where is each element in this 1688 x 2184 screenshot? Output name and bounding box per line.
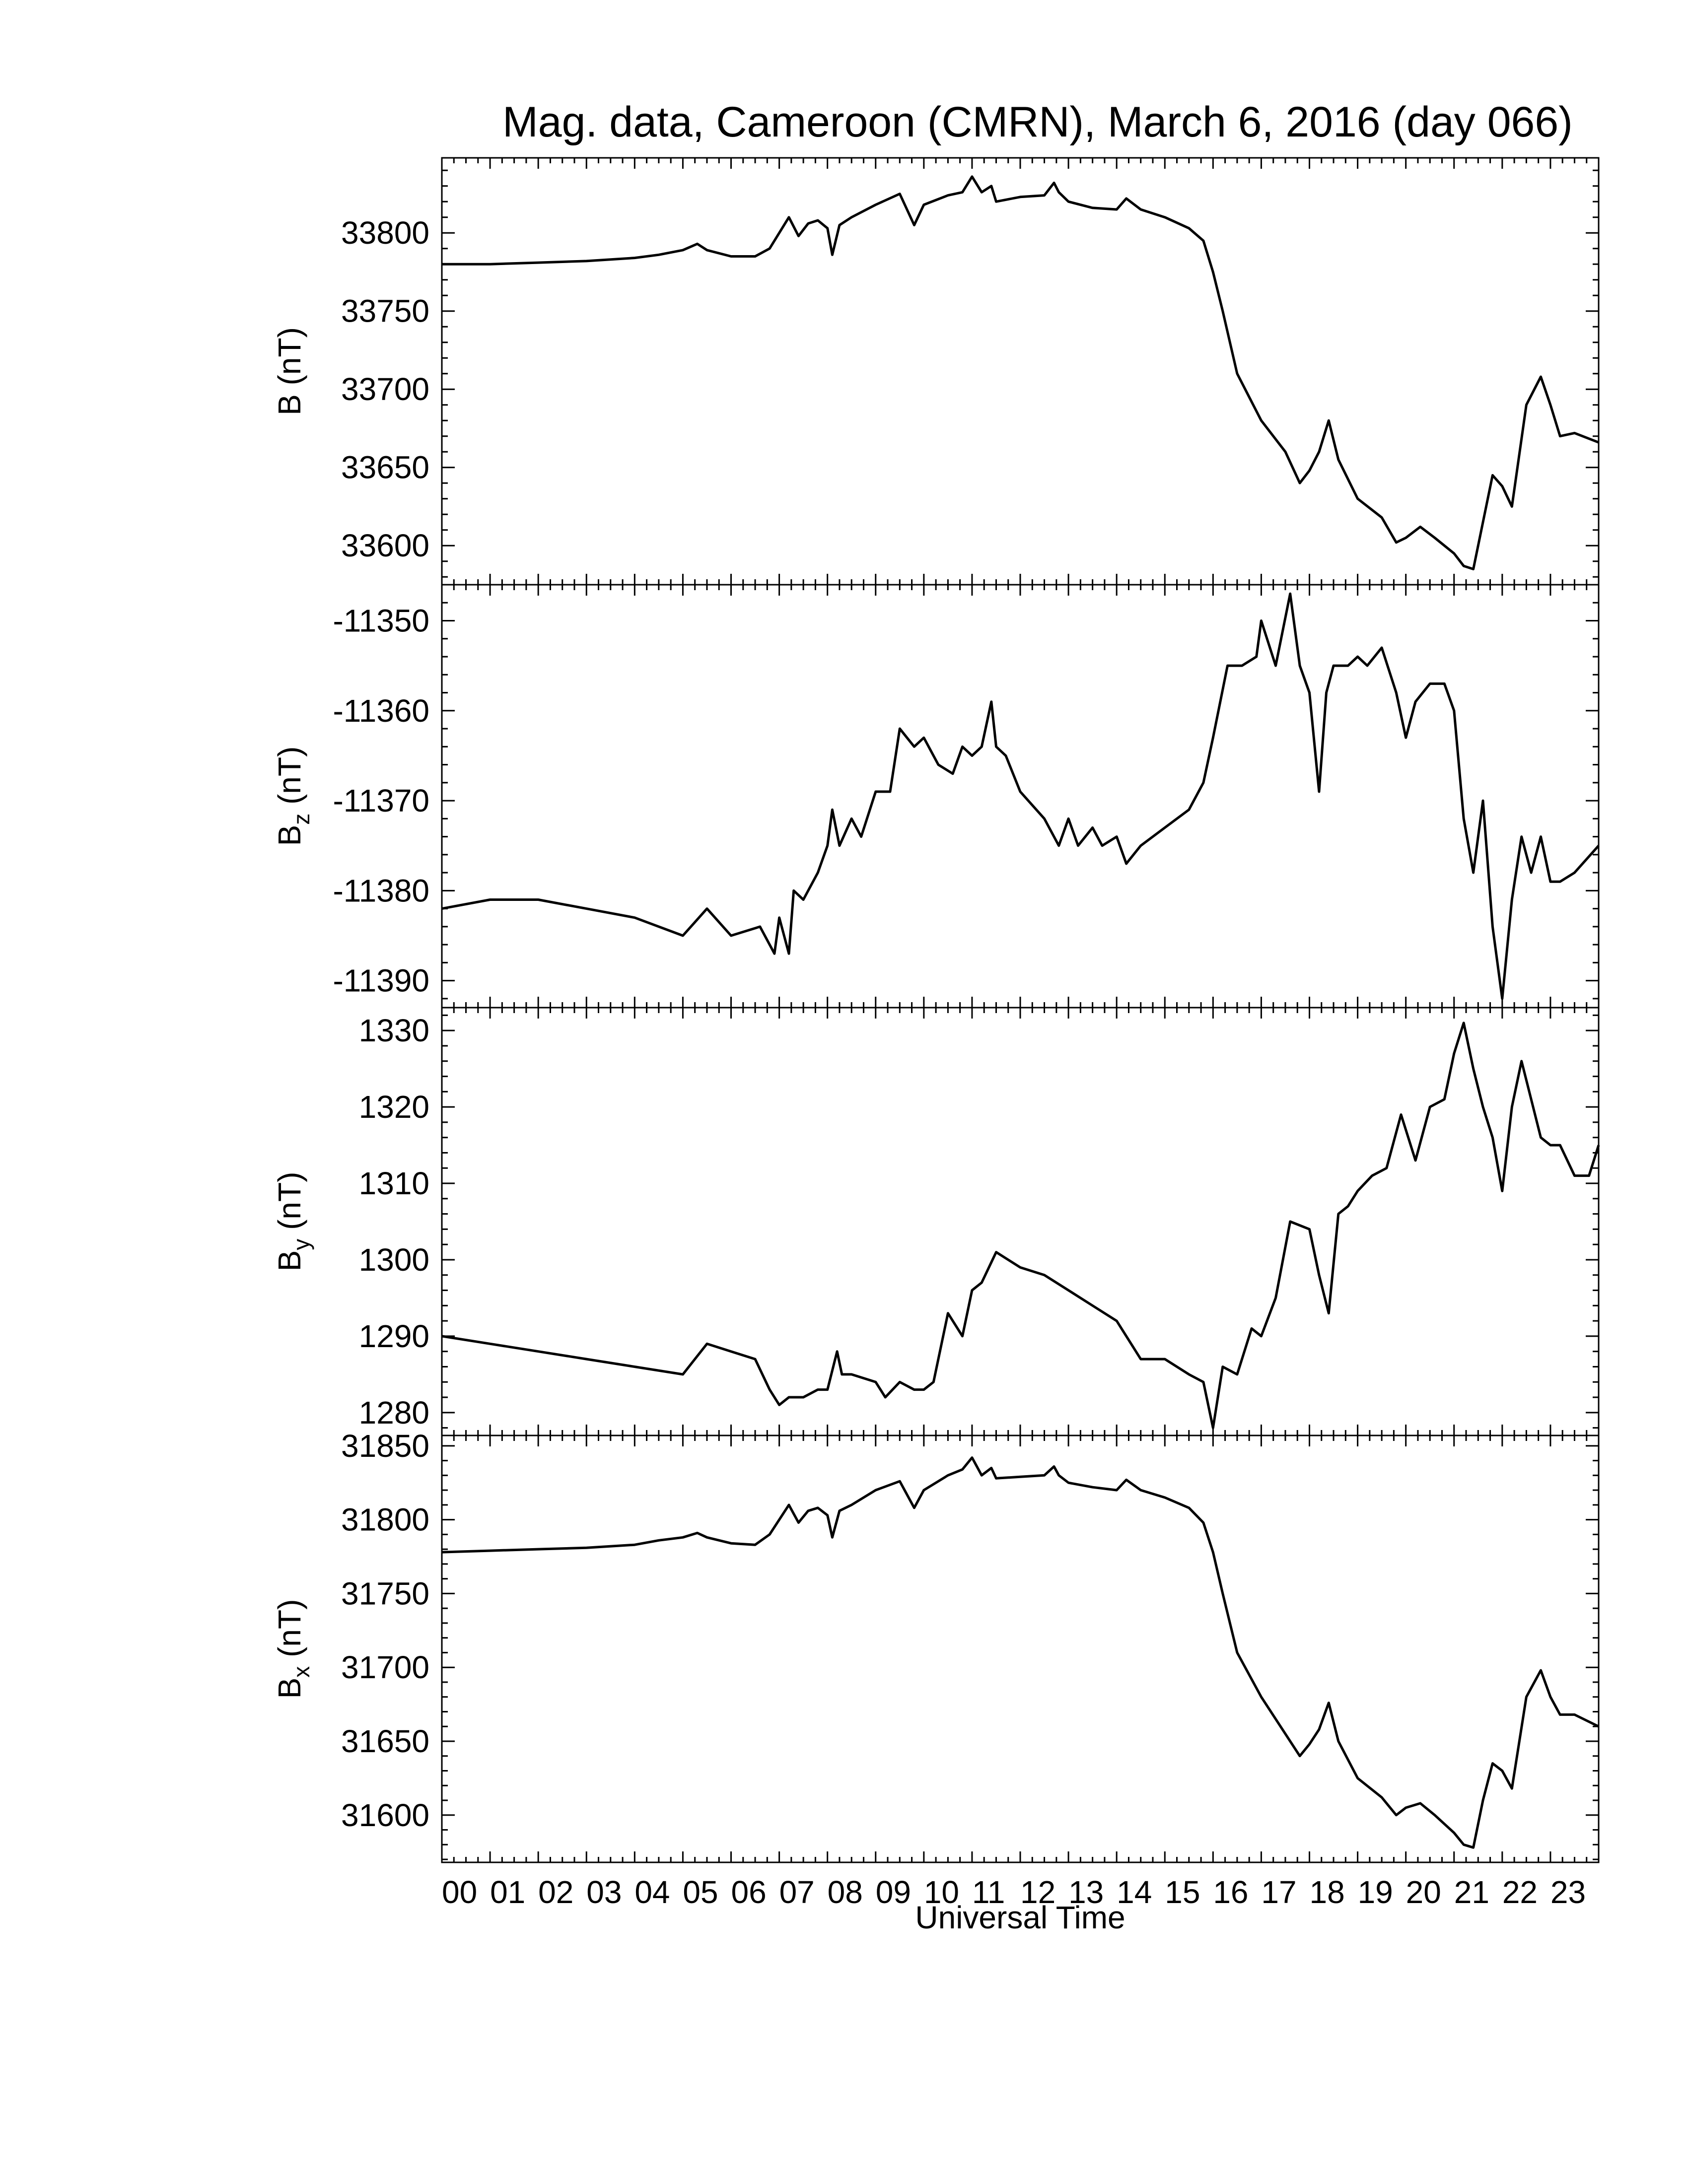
y-tick-label: 33650 bbox=[341, 450, 429, 485]
x-tick-label: 17 bbox=[1261, 1874, 1296, 1910]
x-tick-label: 14 bbox=[1117, 1874, 1152, 1910]
y-label-unit: (nT) bbox=[272, 327, 307, 394]
y-tick-label: 1310 bbox=[359, 1165, 429, 1201]
x-tick-label: 19 bbox=[1358, 1874, 1393, 1910]
y-label-main: B bbox=[272, 394, 307, 415]
y-tick-label: 33700 bbox=[341, 371, 429, 407]
y-tick-label: -11360 bbox=[333, 693, 429, 729]
y-tick-label: 31700 bbox=[341, 1649, 429, 1685]
x-tick-label: 13 bbox=[1068, 1874, 1104, 1910]
y-label-main: B bbox=[272, 825, 307, 846]
y-tick-label: 31650 bbox=[341, 1723, 429, 1759]
x-tick-label: 11 bbox=[972, 1874, 1005, 1910]
x-tick-label: 18 bbox=[1310, 1874, 1345, 1910]
series-line bbox=[441, 1022, 1600, 1430]
y-tick-label: 33750 bbox=[341, 293, 429, 329]
y-axis-label: Bx (nT) bbox=[272, 1599, 314, 1699]
x-tick-label: 12 bbox=[1020, 1874, 1055, 1910]
panel-2: 1280 1290 1300 1310 1320 1330 By (nT) bbox=[272, 1007, 1600, 1436]
panel-0: 33600 33650 33700 33750 33800 B (nT) bbox=[272, 157, 1600, 586]
y-tick-label: 31800 bbox=[341, 1502, 429, 1538]
x-tick-label: 15 bbox=[1165, 1874, 1200, 1910]
y-axis-label: By (nT) bbox=[272, 1172, 314, 1272]
y-tick-label: 1330 bbox=[359, 1013, 429, 1048]
y-tick-label: 1280 bbox=[359, 1395, 429, 1431]
y-label-subscript: x bbox=[288, 1666, 314, 1678]
y-tick-label: 1290 bbox=[359, 1318, 429, 1354]
x-axis-label: Universal Time bbox=[915, 1900, 1125, 1935]
chart-title: Mag. data, Cameroon (CMRN), March 6, 201… bbox=[502, 98, 1573, 146]
x-tick-label: 06 bbox=[731, 1874, 767, 1910]
y-tick-label: -11350 bbox=[333, 603, 429, 639]
series-line bbox=[441, 1456, 1600, 1849]
y-axis-label: Bz (nT) bbox=[272, 747, 314, 846]
y-label-main: B bbox=[272, 1250, 307, 1272]
y-label-unit: (nT) bbox=[272, 1172, 307, 1239]
y-tick-label: -11380 bbox=[333, 873, 429, 908]
y-tick-label: 33800 bbox=[341, 215, 429, 251]
y-label-main: B bbox=[272, 1678, 307, 1699]
x-tick-label: 23 bbox=[1550, 1874, 1586, 1910]
y-label-subscript: z bbox=[288, 814, 314, 825]
y-tick-label: 1300 bbox=[359, 1242, 429, 1278]
x-tick-label: 07 bbox=[779, 1874, 815, 1910]
x-tick-label: 04 bbox=[634, 1874, 670, 1910]
x-tick-label: 21 bbox=[1454, 1874, 1489, 1910]
x-tick-label: 10 bbox=[924, 1874, 959, 1910]
y-tick-label: 31600 bbox=[341, 1797, 429, 1833]
y-tick-label: 31850 bbox=[341, 1428, 429, 1464]
x-tick-label: 20 bbox=[1406, 1874, 1441, 1910]
panel-frame bbox=[441, 584, 1600, 1009]
x-tick-label: 05 bbox=[683, 1874, 718, 1910]
panel-3: 31600 31650 31700 31750 31800 31850 Bx (nT) bbox=[272, 1428, 1600, 1863]
x-tick-label: 16 bbox=[1213, 1874, 1248, 1910]
x-axis: 00 01 02 03 04 05 06 07 08 09 10 11 12 13 14 15 16 17 18 19… bbox=[442, 1874, 1586, 1910]
y-tick-label: -11370 bbox=[333, 783, 429, 819]
series-line bbox=[441, 592, 1600, 1000]
y-label-unit: (nT) bbox=[272, 1599, 307, 1666]
y-tick-label: 31750 bbox=[341, 1575, 429, 1611]
x-tick-label: 01 bbox=[490, 1874, 525, 1910]
y-axis-label: B (nT) bbox=[272, 327, 307, 415]
x-tick-label: 09 bbox=[876, 1874, 911, 1910]
panel-frame bbox=[441, 157, 1600, 586]
y-label-unit: (nT) bbox=[272, 747, 307, 814]
y-label-subscript: y bbox=[288, 1239, 314, 1250]
y-tick-label: 33600 bbox=[341, 528, 429, 563]
panel-frame bbox=[441, 1434, 1600, 1863]
y-tick-label: -11390 bbox=[333, 963, 429, 999]
panel-frame bbox=[441, 1007, 1600, 1436]
panel-1: -11390 -11380 -11370 -11360 -11350 Bz (nT) bbox=[272, 584, 1600, 1009]
x-tick-label: 08 bbox=[828, 1874, 863, 1910]
series-line bbox=[442, 175, 1599, 570]
y-tick-label: 1320 bbox=[359, 1089, 429, 1125]
x-tick-label: 03 bbox=[586, 1874, 622, 1910]
x-tick-label: 22 bbox=[1502, 1874, 1538, 1910]
x-tick-label: 02 bbox=[538, 1874, 573, 1910]
x-tick-label: 00 bbox=[442, 1874, 477, 1910]
